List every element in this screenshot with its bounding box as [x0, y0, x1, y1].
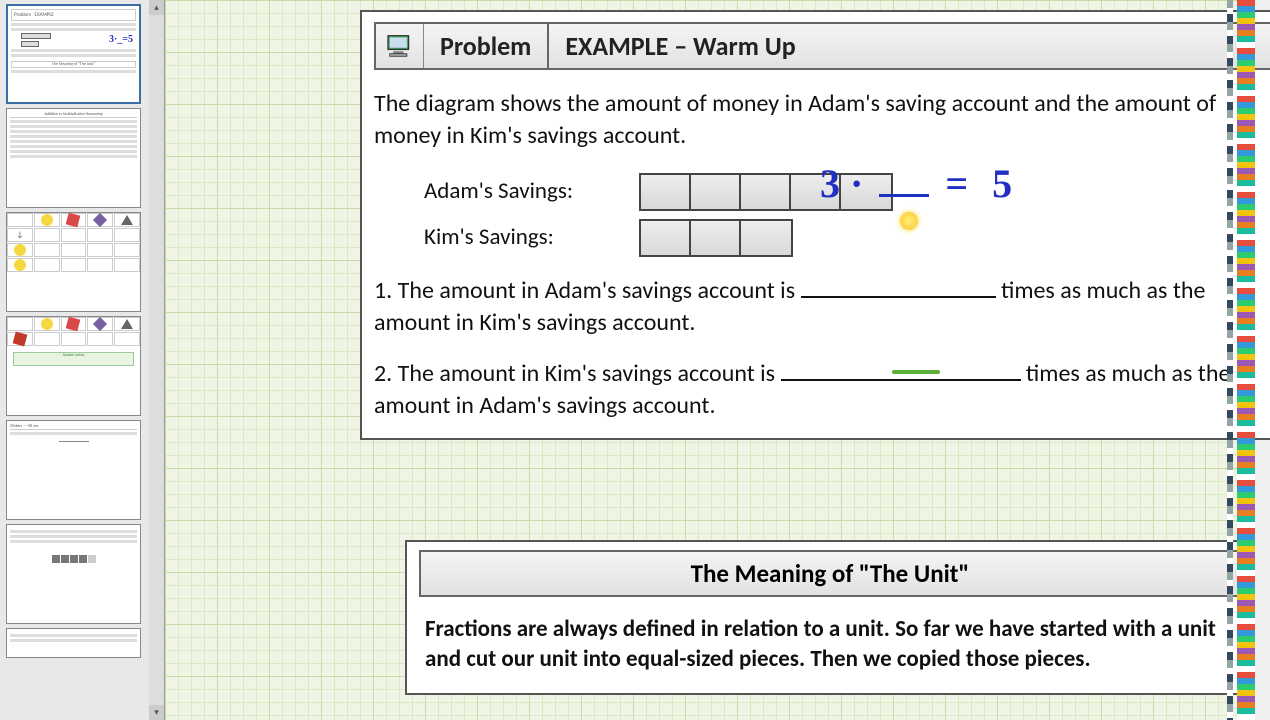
unit-card-body: Fractions are always defined in relation…: [419, 615, 1241, 675]
thumbnail-scrollbar[interactable]: ▴ ▾: [149, 0, 164, 720]
thumbnail-slide-1[interactable]: Problem EXAMPLE 3·_=5 The Meaning of "Th…: [6, 4, 141, 104]
handwritten-equation: 3 · = 5: [820, 160, 1012, 207]
scroll-down-icon[interactable]: ▾: [149, 705, 164, 720]
computer-icon: [376, 24, 424, 68]
thumbnail-slide-7[interactable]: [6, 628, 141, 658]
hw-blank: [879, 161, 929, 197]
problem-body: The diagram shows the amount of money in…: [374, 88, 1270, 422]
kim-savings-boxes: [639, 219, 793, 257]
thumbnail-slide-3[interactable]: ↓: [6, 212, 141, 312]
right-edge-strip-inner: [1227, 0, 1233, 720]
green-underline-annotation: [892, 370, 940, 374]
problem-intro-text: The diagram shows the amount of money in…: [374, 88, 1270, 153]
slide-canvas: Problem EXAMPLE – Warm Up The diagram sh…: [165, 0, 1255, 720]
kim-savings-label: Kim's Savings:: [424, 222, 639, 253]
thumbnail-slide-4[interactable]: System notes: [6, 316, 141, 416]
savings-box: [691, 175, 741, 209]
savings-box: [641, 221, 691, 255]
question-1: 1. The amount in Adam's savings account …: [374, 275, 1270, 340]
q1-blank: [801, 276, 996, 298]
slide-thumbnails-panel: Problem EXAMPLE 3·_=5 The Meaning of "Th…: [0, 0, 165, 720]
savings-box: [741, 221, 791, 255]
thumbnail-slide-5[interactable]: Clickers — Fill yes: [6, 420, 141, 520]
adam-savings-label: Adam's Savings:: [424, 176, 639, 207]
hw-left: 3 ·: [820, 161, 863, 206]
savings-box: [641, 175, 691, 209]
kim-savings-row: Kim's Savings:: [424, 219, 1270, 257]
right-edge-strip: [1237, 0, 1255, 720]
unit-card: The Meaning of "The Unit" Fractions are …: [405, 540, 1255, 695]
savings-box: [741, 175, 791, 209]
q2-prefix: 2. The amount in Kim's savings account i…: [374, 359, 781, 388]
problem-card: Problem EXAMPLE – Warm Up The diagram sh…: [360, 10, 1270, 440]
savings-box: [691, 221, 741, 255]
hw-right: 5: [992, 161, 1012, 206]
thumbnail-slide-2[interactable]: Additive vs Multiplicative Reasoning: [6, 108, 141, 208]
thumbnail-slide-6[interactable]: [6, 524, 141, 624]
unit-card-title: The Meaning of "The Unit": [419, 550, 1241, 597]
q1-prefix: 1. The amount in Adam's savings account …: [374, 276, 801, 305]
problem-header: Problem EXAMPLE – Warm Up: [374, 22, 1270, 70]
scroll-up-icon[interactable]: ▴: [149, 0, 164, 15]
problem-header-title: EXAMPLE – Warm Up: [549, 24, 811, 68]
problem-header-label: Problem: [424, 24, 549, 68]
question-2: 2. The amount in Kim's savings account i…: [374, 358, 1270, 423]
cursor-highlight-icon: [900, 212, 918, 230]
hw-eq: =: [945, 161, 968, 206]
